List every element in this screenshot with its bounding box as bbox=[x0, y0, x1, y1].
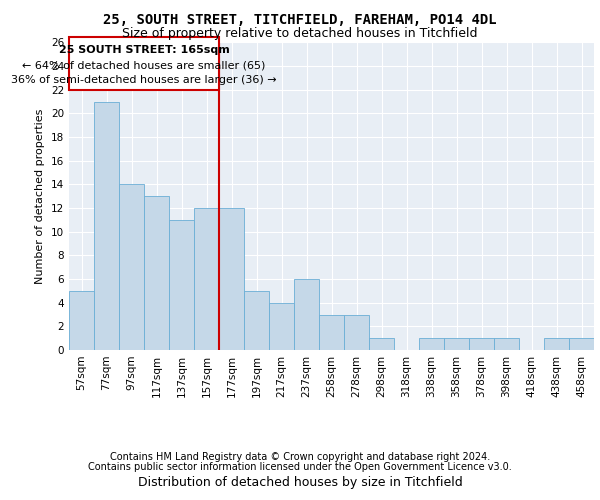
Bar bbox=[294, 279, 319, 350]
Bar bbox=[319, 314, 344, 350]
Y-axis label: Number of detached properties: Number of detached properties bbox=[35, 108, 46, 284]
Text: 36% of semi-detached houses are larger (36) →: 36% of semi-detached houses are larger (… bbox=[11, 75, 277, 85]
Bar bbox=[269, 302, 294, 350]
Text: ← 64% of detached houses are smaller (65): ← 64% of detached houses are smaller (65… bbox=[22, 61, 266, 71]
Bar bbox=[344, 314, 369, 350]
Bar bbox=[569, 338, 594, 350]
Text: 25 SOUTH STREET: 165sqm: 25 SOUTH STREET: 165sqm bbox=[59, 45, 229, 55]
Bar bbox=[469, 338, 494, 350]
Bar bbox=[444, 338, 469, 350]
Bar bbox=[419, 338, 444, 350]
Text: Distribution of detached houses by size in Titchfield: Distribution of detached houses by size … bbox=[137, 476, 463, 489]
Bar bbox=[169, 220, 194, 350]
Text: Contains HM Land Registry data © Crown copyright and database right 2024.: Contains HM Land Registry data © Crown c… bbox=[110, 452, 490, 462]
Bar bbox=[69, 291, 94, 350]
FancyBboxPatch shape bbox=[69, 36, 219, 90]
Bar bbox=[94, 102, 119, 350]
Bar bbox=[544, 338, 569, 350]
Text: 25, SOUTH STREET, TITCHFIELD, FAREHAM, PO14 4DL: 25, SOUTH STREET, TITCHFIELD, FAREHAM, P… bbox=[103, 12, 497, 26]
Text: Size of property relative to detached houses in Titchfield: Size of property relative to detached ho… bbox=[122, 28, 478, 40]
Bar bbox=[194, 208, 219, 350]
Bar bbox=[369, 338, 394, 350]
Bar bbox=[219, 208, 244, 350]
Bar bbox=[119, 184, 144, 350]
Bar bbox=[144, 196, 169, 350]
Text: Contains public sector information licensed under the Open Government Licence v3: Contains public sector information licen… bbox=[88, 462, 512, 472]
Bar bbox=[494, 338, 519, 350]
Bar bbox=[244, 291, 269, 350]
